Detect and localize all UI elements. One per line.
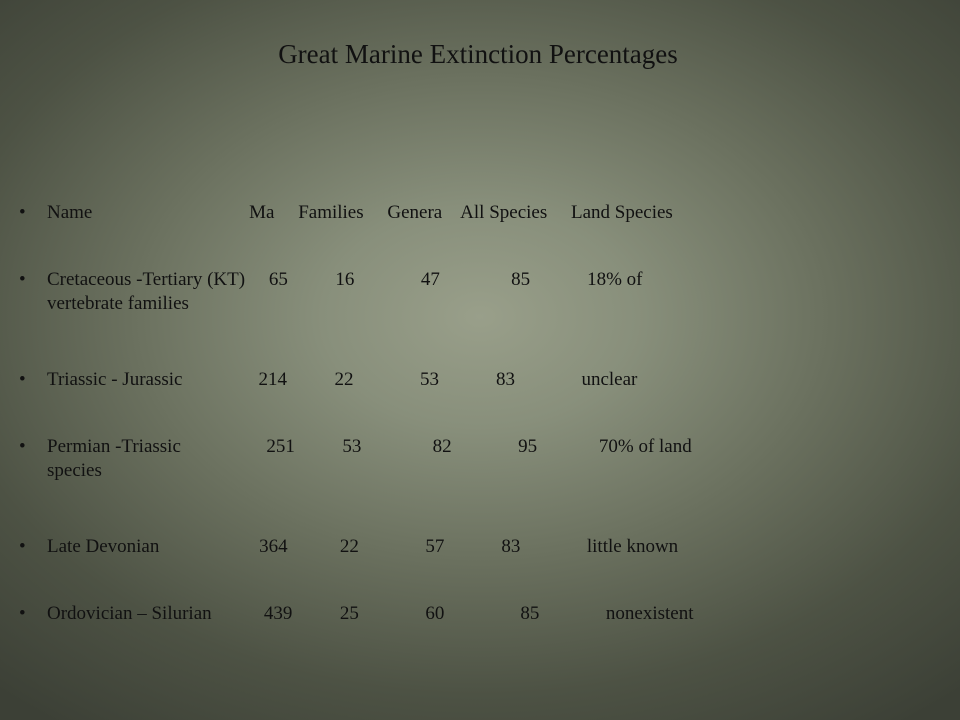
bullet-icon: • (19, 269, 26, 290)
list-item-text: Name Ma Families Genera All Species Land… (47, 202, 673, 223)
list-item-text: Cretaceous -Tertiary (KT) 65 16 47 85 18… (47, 269, 643, 290)
list-item-text: Ordovician – Silurian 439 25 60 85 nonex… (47, 603, 694, 624)
list-item-text: Late Devonian 364 22 57 83 little known (47, 536, 679, 557)
bullet-icon: • (19, 436, 26, 457)
slide-title: Great Marine Extinction Percentages (278, 39, 678, 69)
list-item-text: Triassic - Jurassic 214 22 53 83 unclear (47, 369, 638, 390)
bullet-icon: • (19, 536, 26, 557)
list-item-text: Permian -Triassic 251 53 82 95 70% of la… (47, 436, 692, 457)
list-item-text-continued: species (47, 460, 102, 481)
list-item-text-continued: vertebrate families (47, 293, 189, 314)
bullet-icon: • (19, 603, 26, 624)
bullet-icon: • (19, 369, 26, 390)
bullet-icon: • (19, 202, 26, 223)
